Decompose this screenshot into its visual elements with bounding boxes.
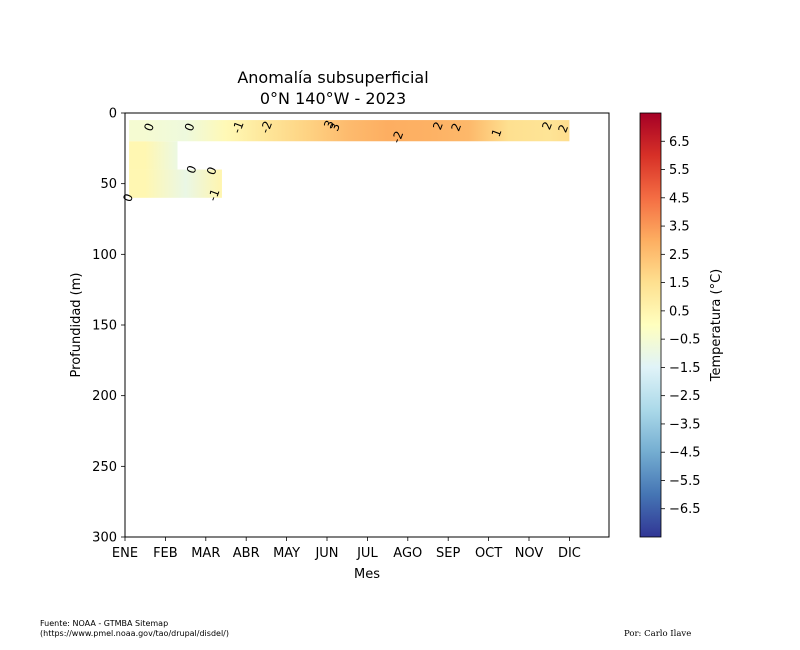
y-tick-label: 300 [92,531,117,546]
colorbar-tick-label: 6.5 [669,135,690,150]
contour-label: 2 [555,123,571,135]
x-tick-label: ENE [112,546,138,561]
colorbar-tick-label: 1.5 [669,276,690,291]
contour-label: 2 [539,120,555,132]
author-credit: Por: Carlo Ilave [624,629,692,639]
contour-label: -2 [389,129,406,145]
x-tick-label: ABR [233,546,260,561]
heatmap-row-0 [129,120,570,142]
heatmap-layer [129,120,570,198]
x-axis: ENE FEB MAR ABR MAY JUN JUL AGO SEP OCT NOV DIC [112,537,581,561]
x-tick-label: MAY [273,546,300,561]
x-tick-label: AGO [393,546,422,561]
x-tick-label: DIC [558,546,581,561]
contour-label-layer: 0 0 -1 -2 33-22 2 12 20 0-10 [120,118,571,203]
colorbar-ticks: 6.5 5.5 4.5 3.5 2.5 1.5 0.5 −0.5 −1.5 −2.5 −3.5 −4.… [661,135,701,517]
contour-label: -2 [258,119,275,135]
contour-label: 3 [321,118,337,130]
source-line-2: (https://www.pmel.noaa.gov/tao/drupal/di… [40,629,229,638]
colorbar-tick-label: −0.5 [669,333,701,348]
y-tick-label: 150 [92,319,117,334]
contour-label: 2 [430,120,446,132]
source-line-1: Fuente: NOAA - GTMBA Sitemap [40,619,169,628]
source-note: Fuente: NOAA - GTMBA Sitemap (https://ww… [40,619,229,639]
colorbar-tick-label: 2.5 [669,248,690,263]
y-axis: 0 50 100 150 200 250 300 [92,107,125,546]
colorbar-tick-label: −2.5 [669,389,701,404]
contour-label: 0 [141,121,157,133]
chart-title-line-1: Anomalía subsuperficial [237,68,428,87]
y-tick-label: 50 [100,177,117,192]
contour-label: 3 [327,121,343,133]
contour-label: 1 [489,127,505,139]
x-axis-label: Mes [354,567,380,582]
contour-label: 0 [184,164,200,176]
colorbar-tick-label: 3.5 [669,220,690,235]
y-tick-label: 0 [109,107,117,122]
x-tick-label: FEB [153,546,178,561]
colorbar-tick-label: 0.5 [669,304,690,319]
colorbar-tick-label: −6.5 [669,502,701,517]
colorbar-label: Temperatura (°C) [709,269,724,382]
x-tick-label: JUL [356,546,378,561]
y-tick-label: 250 [92,460,117,475]
x-tick-label: NOV [515,546,544,561]
contour-label: 0 [182,121,198,133]
x-tick-label: JUN [314,546,338,561]
contour-label: -1 [205,187,222,203]
x-tick-label: MAR [191,546,220,561]
x-tick-label: SEP [436,546,460,561]
colorbar-tick-label: −3.5 [669,417,701,432]
contour-label: 0 [204,165,220,177]
x-tick-label: OCT [475,546,502,561]
y-tick-label: 200 [92,389,117,404]
heatmap-row-2 [129,169,222,198]
y-axis-label: Profundidad (m) [69,273,84,378]
contour-label: 0 [120,192,136,204]
contour-label: 2 [448,121,464,133]
contour-label: -1 [229,119,246,135]
colorbar-tick-label: −4.5 [669,446,701,461]
colorbar-tick-label: 5.5 [669,163,690,178]
colorbar-tick-label: −5.5 [669,474,701,489]
heatmap-row-1 [129,141,178,170]
chart-title-line-2: 0°N 140°W - 2023 [260,89,406,108]
y-tick-label: 100 [92,248,117,263]
colorbar-tick-label: 4.5 [669,191,690,206]
chart-title: Anomalía subsuperficial 0°N 140°W - 2023 [237,68,428,108]
colorbar [639,112,662,538]
colorbar-tick-label: −1.5 [669,361,701,376]
